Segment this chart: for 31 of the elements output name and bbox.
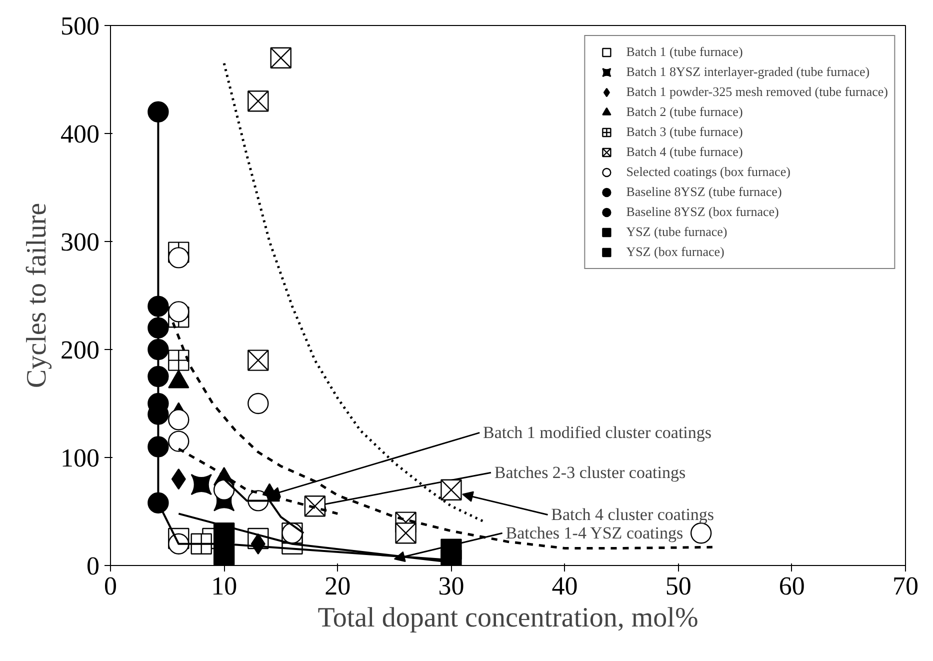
y-tick-label: 300 bbox=[60, 228, 100, 256]
legend-label: Selected coatings (box furnace) bbox=[626, 164, 790, 180]
x-tick-label: 30 bbox=[438, 572, 464, 600]
legend-label: Baseline 8YSZ (box furnace) bbox=[626, 204, 779, 220]
y-tick-label: 500 bbox=[60, 12, 100, 40]
annotation: Batches 1-4 YSZ coatings bbox=[506, 524, 684, 543]
legend-label: Batch 1 (tube furnace) bbox=[626, 44, 743, 60]
legend-label: YSZ (box furnace) bbox=[626, 244, 724, 260]
legend-label: YSZ (tube furnace) bbox=[626, 224, 728, 240]
x-tick-label: 10 bbox=[211, 572, 238, 600]
legend-label: Batch 2 (tube furnace) bbox=[626, 104, 743, 120]
y-tick-label: 400 bbox=[60, 120, 100, 148]
x-tick-label: 40 bbox=[552, 572, 578, 600]
x-tick-label: 60 bbox=[778, 572, 805, 600]
x-axis-title: Total dopant concentration, mol% bbox=[318, 602, 698, 634]
legend-label: Baseline 8YSZ (tube furnace) bbox=[626, 184, 782, 200]
annotation: Batch 1 modified cluster coatings bbox=[483, 423, 712, 442]
x-tick-label: 20 bbox=[324, 572, 351, 600]
y-tick-label: 0 bbox=[86, 552, 100, 580]
x-tick-label: 70 bbox=[892, 572, 918, 600]
annotation: Batch 4 cluster coatings bbox=[551, 505, 714, 524]
legend-label: Batch 1 8YSZ interlayer-graded (tube furnace) bbox=[626, 64, 870, 80]
y-tick-label: 100 bbox=[60, 444, 100, 472]
x-tick-label: 0 bbox=[104, 572, 117, 600]
legend-label: Batch 1 powder-325 mesh removed (tube furnace) bbox=[626, 84, 888, 100]
legend-label: Batch 3 (tube furnace) bbox=[626, 124, 743, 140]
legend-label: Batch 4 (tube furnace) bbox=[626, 144, 743, 160]
y-tick-label: 200 bbox=[60, 336, 100, 364]
annotation: Batches 2-3 cluster coatings bbox=[494, 463, 686, 482]
x-tick-label: 50 bbox=[665, 572, 692, 600]
y-axis-title: Cycles to failure bbox=[22, 202, 52, 388]
